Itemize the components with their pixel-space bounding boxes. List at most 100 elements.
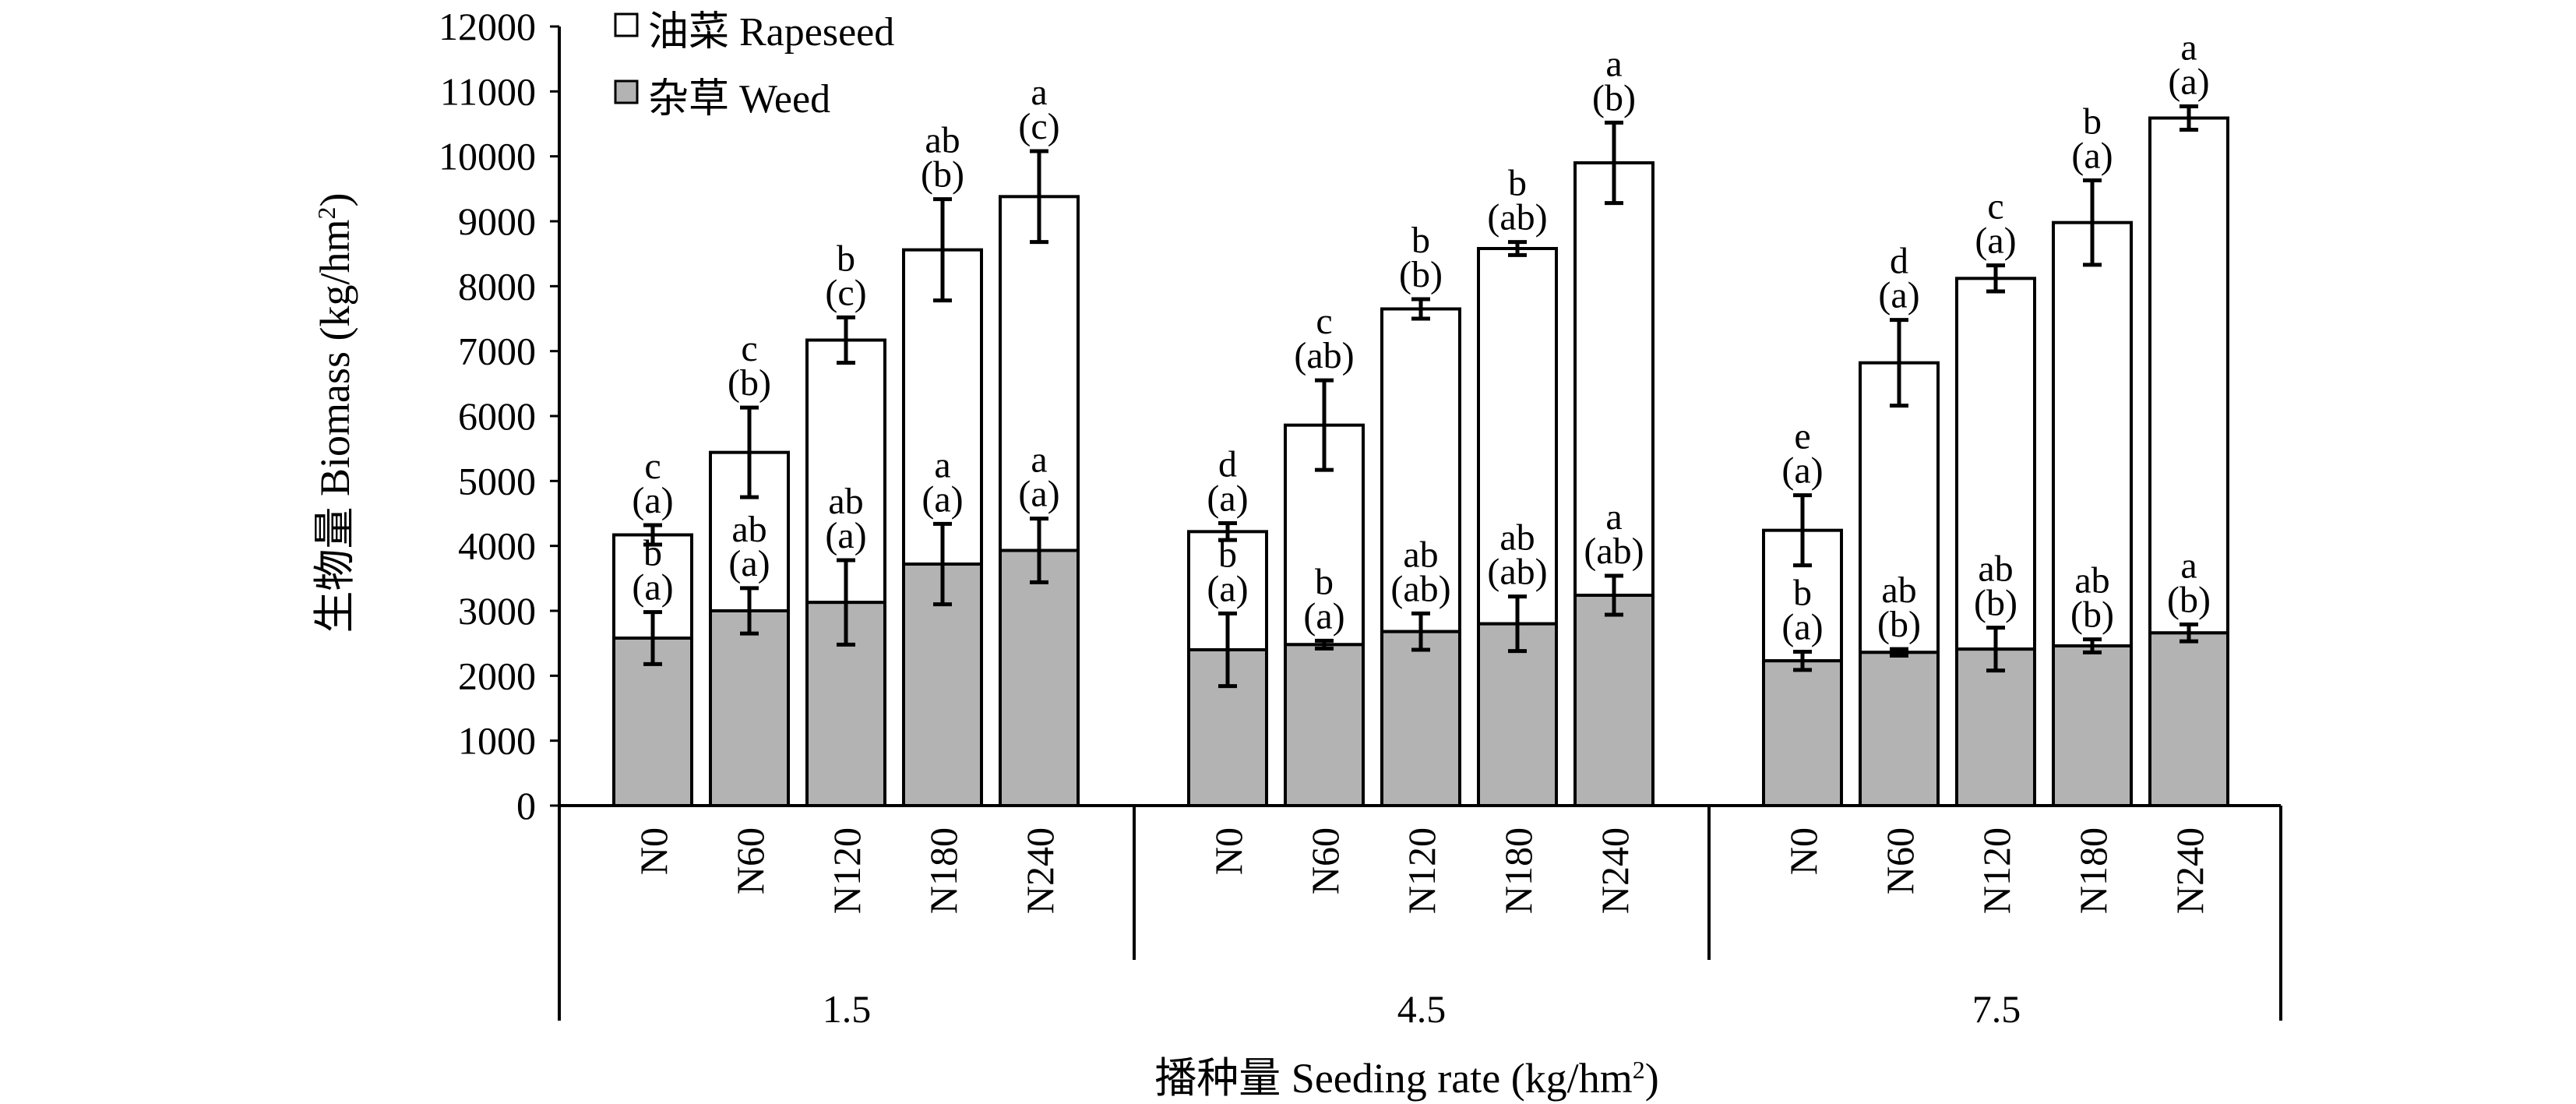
axes: N0 N60 N120 N180 N240 1.5 N0 N60 N120 N180 N240 4.5… — [558, 26, 2282, 1031]
bar-weed — [1573, 594, 1654, 807]
weed-label-paren: (a) — [1018, 474, 1059, 515]
rapeseed-label-paren: (a) — [632, 480, 673, 521]
rapeseed-label-paren: (c) — [1018, 106, 1059, 147]
weed-label-letter: b — [1315, 561, 1334, 602]
weed-label-paren: (a) — [1781, 607, 1823, 648]
x-category-label: N0 — [1207, 827, 1250, 875]
weed-label-letter: ab — [1881, 570, 1916, 611]
rapeseed-label-letter: e — [1794, 416, 1810, 457]
y-tick-label: 4000 — [458, 524, 536, 568]
legend: 油菜 Rapeseed 杂草 Weed — [614, 10, 894, 122]
rapeseed-label-paren: (a) — [1878, 275, 1919, 316]
y-tick-label: 8000 — [458, 264, 536, 308]
rapeseed-label-letter: b — [2083, 101, 2102, 143]
weed-label-letter: a — [1605, 496, 1622, 538]
weed-label-letter: a — [934, 444, 950, 485]
rapeseed-label-letter: ab — [925, 120, 960, 161]
y-tick-label: 0 — [516, 784, 536, 827]
y-tick-label: 12000 — [439, 5, 536, 48]
x-category-label: N240 — [1018, 827, 1062, 914]
rapeseed-label-paren: (a) — [2168, 62, 2209, 103]
rapeseed-label-letter: a — [1031, 72, 1047, 113]
weed-label-letter: b — [1793, 573, 1812, 614]
rapeseed-label-letter: c — [644, 446, 661, 487]
bars — [612, 104, 2229, 808]
weed-label-paren: (a) — [825, 515, 866, 556]
bar-rapeseed — [1380, 307, 1461, 633]
weed-label-letter: a — [1031, 439, 1047, 481]
y-tick-label: 1000 — [458, 719, 536, 763]
bar-weed — [2052, 644, 2133, 807]
rapeseed-label-paren: (b) — [921, 154, 964, 196]
x-group-label: 7.5 — [1972, 987, 2021, 1031]
y-tick-label: 7000 — [458, 330, 536, 373]
y-tick-label: 2000 — [458, 654, 536, 697]
x-group-label: 1.5 — [823, 987, 872, 1031]
bar-rapeseed — [1955, 277, 2036, 651]
y-axis-title: 生物量 Biomass (kg/hm2) — [312, 193, 358, 633]
weed-label-letter: ab — [731, 509, 766, 550]
weed-label-letter: ab — [1978, 548, 2013, 590]
bar-weed — [2148, 631, 2229, 807]
bar-weed — [1955, 647, 2036, 808]
weed-label-paren: (ab) — [1390, 568, 1450, 609]
weed-label-paren: (ab) — [1487, 552, 1547, 593]
rapeseed-label-paren: (b) — [728, 362, 771, 404]
weed-label-letter: b — [643, 533, 662, 574]
rapeseed-label-letter: c — [741, 328, 757, 369]
weed-label-paren: (a) — [632, 567, 673, 608]
weed-label-letter: ab — [828, 481, 863, 522]
legend-swatch-weed — [614, 79, 639, 104]
rapeseed-label-paren: (a) — [1975, 220, 2016, 262]
y-tick-label: 11000 — [440, 69, 536, 113]
legend-swatch-rapeseed — [614, 12, 639, 37]
rapeseed-label-paren: (a) — [1781, 450, 1823, 492]
bar-weed — [709, 609, 790, 807]
rapeseed-label-paren: (b) — [1399, 254, 1443, 295]
x-group-label: 4.5 — [1397, 987, 1447, 1031]
rapeseed-label-paren: (ab) — [1294, 335, 1354, 376]
x-category-label: N0 — [632, 827, 675, 875]
x-category-label: N120 — [1975, 827, 2018, 914]
x-category-label: N0 — [1781, 827, 1825, 875]
bar-weed — [1380, 630, 1461, 808]
bar-weed — [999, 548, 1080, 807]
x-axis-title: 播种量 Seeding rate (kg/hm2) — [1154, 1055, 1658, 1102]
rapeseed-label-letter: a — [1605, 43, 1622, 84]
weed-label-paren: (b) — [1974, 583, 2017, 624]
weed-label-paren: (a) — [922, 478, 963, 520]
rapeseed-label-letter: b — [1411, 220, 1430, 261]
x-category-label: N120 — [825, 827, 869, 914]
bar-weed — [1477, 622, 1558, 808]
weed-label-letter: a — [2180, 545, 2197, 587]
bar-rapeseed — [2148, 116, 2229, 635]
rapeseed-label-letter: a — [2180, 27, 2197, 69]
x-category-label: N180 — [2071, 827, 2115, 914]
y-tick-label: 6000 — [458, 394, 536, 438]
x-category-label: N60 — [1303, 827, 1347, 894]
x-category-label: N180 — [1496, 827, 1540, 914]
x-category-label: N60 — [1878, 827, 1922, 894]
rapeseed-label-letter: b — [837, 238, 855, 279]
weed-label-letter: ab — [1403, 534, 1438, 575]
bar-weed — [1762, 659, 1843, 808]
rapeseed-label-letter: d — [1890, 241, 1908, 282]
rapeseed-label-letter: c — [1316, 301, 1332, 342]
bar-rapeseed — [1477, 247, 1558, 626]
bar-weed — [1284, 643, 1365, 807]
rapeseed-label-paren: (b) — [1592, 77, 1636, 118]
legend-label-rapeseed: 油菜 Rapeseed — [648, 10, 894, 55]
weed-label-paren: (b) — [1877, 604, 1921, 645]
weed-label-paren: (a) — [1303, 595, 1344, 637]
weed-label-paren: (a) — [728, 543, 770, 584]
rapeseed-label-letter: b — [1508, 163, 1527, 204]
rapeseed-label-letter: d — [1218, 444, 1237, 485]
y-tick-label: 9000 — [458, 199, 536, 243]
rapeseed-label-paren: (a) — [2071, 136, 2113, 177]
y-tick-label: 10000 — [439, 135, 536, 178]
significance-labels: (a)c(a)b(b)c(a)ab(c)b(a)ab(b)ab(a)a(c)a(… — [632, 27, 2211, 648]
weed-label-paren: (ab) — [1584, 531, 1644, 572]
x-category-label: N180 — [922, 827, 965, 914]
x-category-label: N60 — [728, 827, 772, 894]
